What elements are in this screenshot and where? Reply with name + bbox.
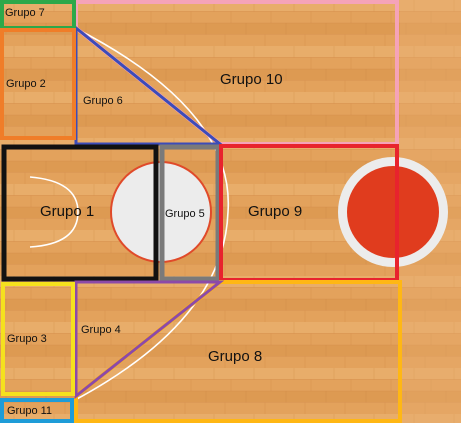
ball-icon — [347, 166, 439, 258]
zone-grupo-3 — [1, 282, 75, 396]
label-grupo-11: Grupo 11 — [7, 405, 53, 417]
label-grupo-2: Grupo 2 — [6, 78, 46, 90]
zone-grupo-5 — [159, 144, 221, 282]
label-grupo-6: Grupo 6 — [83, 95, 123, 107]
label-grupo-8: Grupo 8 — [208, 348, 263, 365]
zone-grupo-2 — [0, 28, 76, 140]
three-point-arc — [74, 27, 230, 401]
restricted-arc — [29, 176, 79, 248]
label-grupo-7: Grupo 7 — [5, 7, 45, 19]
label-grupo-9: Grupo 9 — [248, 203, 303, 220]
zone-grupo-1 — [1, 144, 159, 282]
zone-grupo-11 — [0, 398, 74, 423]
zone-grupo-4 — [74, 280, 225, 400]
label-grupo-1: Grupo 1 — [40, 203, 95, 220]
label-grupo-5: Grupo 5 — [165, 208, 205, 220]
label-grupo-10: Grupo 10 — [220, 71, 283, 88]
label-grupo-4: Grupo 4 — [81, 324, 121, 336]
label-grupo-3: Grupo 3 — [7, 333, 47, 345]
